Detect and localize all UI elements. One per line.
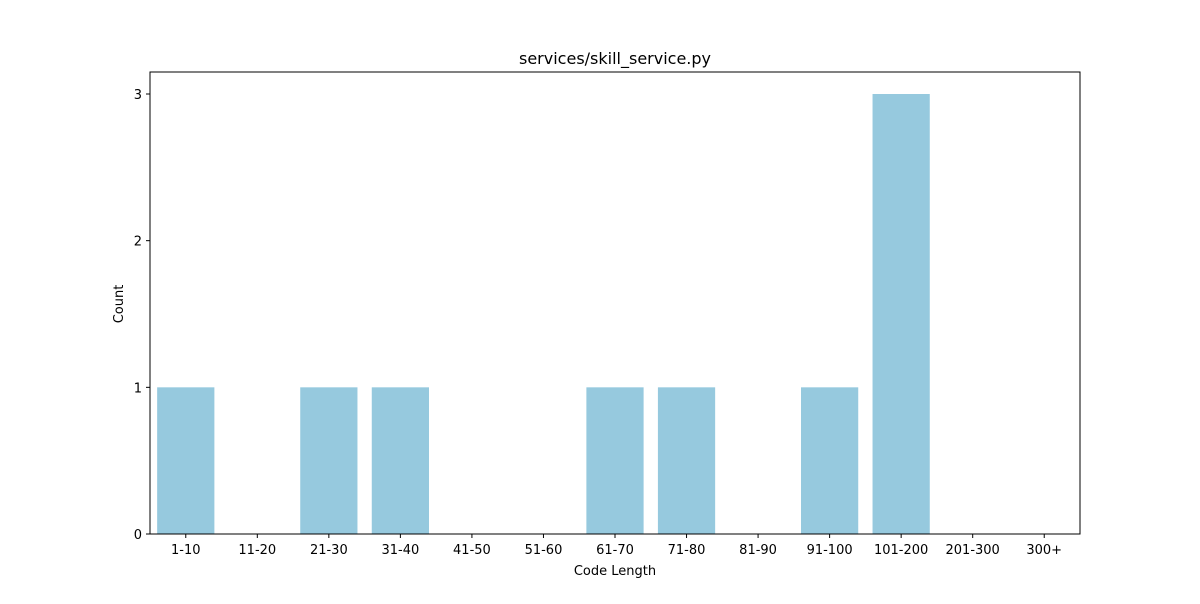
y-tick-label: 0	[134, 528, 142, 543]
x-axis-label: Code Length	[574, 564, 656, 579]
x-tick-label: 61-70	[596, 543, 634, 558]
bar-31-40	[371, 387, 429, 534]
bar-91-100	[801, 387, 859, 534]
x-tick-label: 101-200	[874, 543, 928, 558]
bar-21-30	[300, 387, 358, 534]
chart-title: services/skill_service.py	[519, 49, 711, 69]
bar-61-70	[586, 387, 644, 534]
x-tick-label: 31-40	[381, 543, 419, 558]
x-tick-label: 71-80	[668, 543, 706, 558]
bars-layer	[157, 94, 930, 534]
x-tick-label: 81-90	[739, 543, 777, 558]
y-axis-ticks: 0 1 2 3	[134, 88, 150, 543]
bar-101-200	[872, 94, 930, 534]
y-tick-label: 2	[134, 235, 142, 250]
x-tick-label: 1-10	[171, 543, 201, 558]
x-tick-label: 91-100	[807, 543, 853, 558]
y-tick-label: 3	[134, 88, 142, 103]
x-tick-label: 51-60	[525, 543, 563, 558]
bar-71-80	[657, 387, 716, 534]
x-tick-label: 201-300	[946, 543, 1000, 558]
x-tick-label: 11-20	[238, 543, 276, 558]
bar-1-10	[157, 387, 215, 534]
x-tick-label: 21-30	[310, 543, 348, 558]
x-tick-label: 300+	[1026, 543, 1062, 558]
x-tick-label: 41-50	[453, 543, 491, 558]
y-tick-label: 1	[134, 381, 142, 396]
x-axis-ticks: 1-10 11-20 21-30 31-40 41-50 51-60 61-70 71-80 8…	[171, 534, 1062, 558]
y-axis-label: Count	[112, 285, 127, 324]
